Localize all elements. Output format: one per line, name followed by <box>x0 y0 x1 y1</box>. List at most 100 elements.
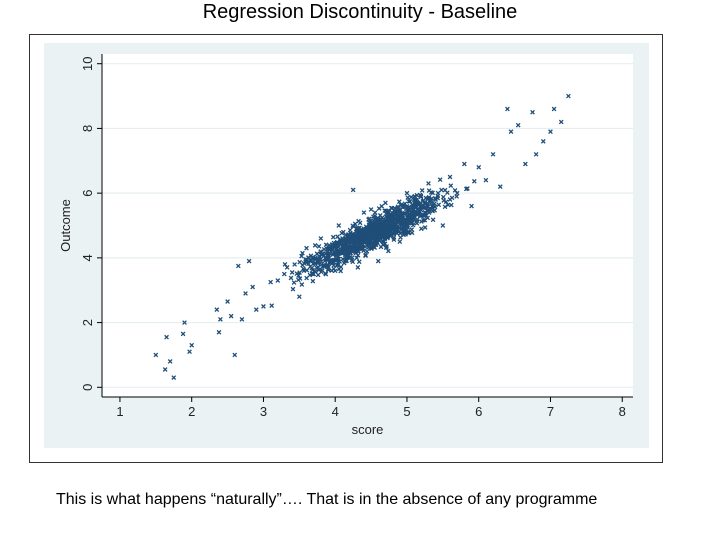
data-point <box>379 238 385 244</box>
data-point <box>405 195 411 200</box>
data-point <box>445 190 450 196</box>
data-point <box>419 203 425 209</box>
data-point <box>355 264 361 270</box>
data-point <box>261 304 266 309</box>
data-point <box>330 251 335 256</box>
y-tick-label: 6 <box>80 190 95 197</box>
data-point <box>341 244 347 250</box>
data-point <box>372 210 378 215</box>
data-point <box>326 255 332 261</box>
data-point <box>180 331 186 337</box>
data-point <box>232 352 238 358</box>
data-point <box>447 174 453 180</box>
data-point <box>385 248 391 254</box>
data-point <box>384 229 390 235</box>
data-point <box>401 211 406 216</box>
data-point <box>216 329 222 335</box>
data-point <box>316 243 322 249</box>
data-point <box>171 375 177 380</box>
data-point <box>558 119 564 125</box>
data-point <box>350 187 356 193</box>
data-point <box>162 367 168 372</box>
data-point <box>337 259 343 264</box>
data-point <box>354 255 360 261</box>
data-point <box>366 217 371 222</box>
data-point <box>430 203 436 209</box>
data-point <box>448 183 454 189</box>
data-point <box>336 244 341 250</box>
data-point <box>299 253 304 259</box>
data-point <box>347 248 353 254</box>
data-point <box>371 214 376 220</box>
data-point <box>374 219 380 225</box>
data-point <box>350 259 356 265</box>
x-tick-label: 2 <box>188 404 195 419</box>
data-point <box>430 190 436 196</box>
data-point <box>370 228 375 233</box>
data-point <box>218 316 223 322</box>
slide-title: Regression Discontinuity - Baseline <box>202 1 518 23</box>
data-point <box>341 250 346 255</box>
data-point <box>299 282 305 287</box>
data-point <box>404 206 409 212</box>
data-point <box>164 334 169 340</box>
data-point <box>187 349 192 355</box>
data-point <box>364 249 370 254</box>
data-point <box>326 267 331 273</box>
data-point <box>336 266 342 272</box>
data-point <box>368 236 373 242</box>
data-point <box>281 271 287 277</box>
data-point <box>356 218 361 224</box>
x-tick-label: 1 <box>116 404 123 419</box>
data-point <box>304 267 310 273</box>
data-point <box>330 260 335 266</box>
data-point <box>396 199 402 205</box>
data-point <box>297 276 303 281</box>
data-point <box>296 294 302 300</box>
y-axis-title: Outcome <box>58 199 73 252</box>
data-point <box>471 178 477 184</box>
data-point <box>377 213 383 218</box>
data-point <box>447 197 453 202</box>
data-point <box>355 225 361 231</box>
data-point <box>288 275 294 281</box>
data-point <box>403 222 409 228</box>
data-point <box>330 234 336 240</box>
x-tick-label: 3 <box>260 404 267 419</box>
data-point <box>300 250 305 256</box>
data-point <box>408 194 414 200</box>
data-point <box>497 184 503 190</box>
data-point <box>290 286 296 292</box>
data-point <box>356 259 362 265</box>
data-point <box>246 258 252 264</box>
data-point <box>393 225 399 231</box>
data-point <box>442 204 448 210</box>
slide-caption: This is what happens “naturally”…. That … <box>56 491 598 508</box>
data-point <box>253 307 259 312</box>
data-point <box>315 260 321 266</box>
data-point <box>426 208 431 214</box>
data-point <box>435 190 441 196</box>
data-point <box>310 261 316 267</box>
data-point <box>409 212 414 218</box>
data-point <box>426 181 431 186</box>
data-point <box>398 202 404 208</box>
data-point <box>383 200 388 206</box>
data-point <box>361 210 367 215</box>
data-point <box>443 199 449 205</box>
data-point <box>351 224 356 229</box>
data-point <box>355 248 361 254</box>
data-point <box>397 209 403 215</box>
data-point <box>437 177 443 183</box>
data-point <box>315 264 321 270</box>
data-point <box>426 194 432 200</box>
data-point <box>452 187 458 193</box>
data-point <box>364 238 369 244</box>
data-point <box>421 198 426 203</box>
data-point <box>268 279 273 285</box>
data-point <box>530 109 535 115</box>
data-point <box>440 223 446 228</box>
data-point <box>371 231 377 237</box>
data-point <box>454 194 459 199</box>
data-point <box>306 261 311 267</box>
